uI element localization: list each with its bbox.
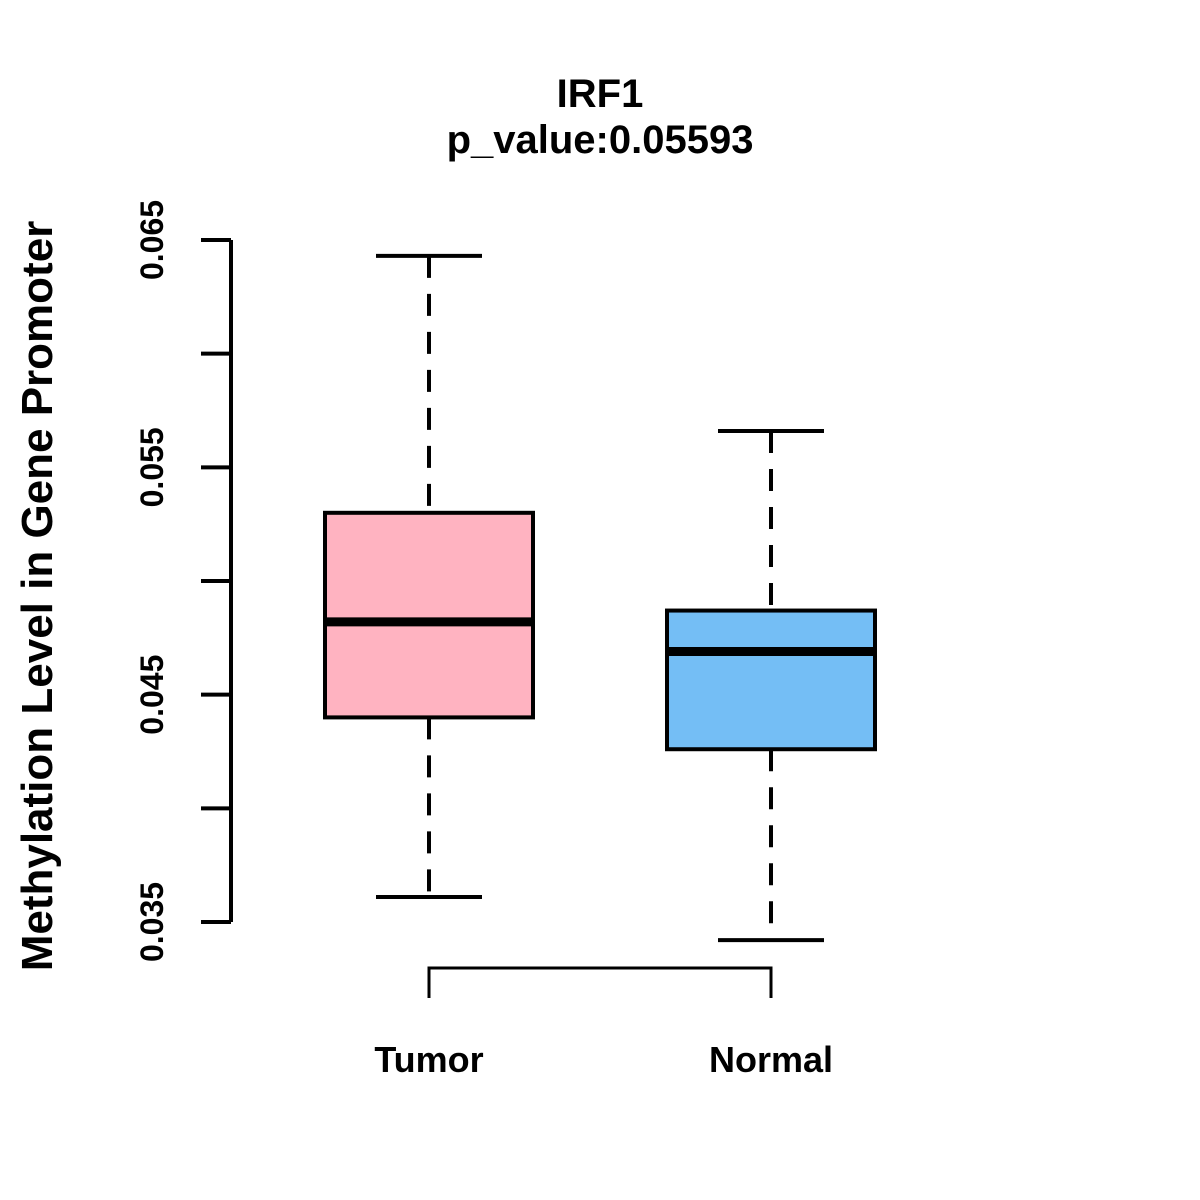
normal-group-label: Normal	[709, 1039, 833, 1080]
normal-box	[665, 608, 877, 752]
chart-subtitle: p_value:0.05593	[447, 118, 754, 162]
x-axis-bracket-layer	[427, 966, 773, 998]
tumor-box	[323, 510, 535, 720]
y-tick-label: 0.045	[134, 655, 170, 735]
y-axis: 0.035 0.045 0.055 0.065	[134, 200, 233, 962]
y-axis-label: Methylation Level in Gene Promoter	[13, 221, 62, 972]
y-tick-label: 0.035	[134, 882, 170, 962]
chart-title: IRF1	[557, 72, 644, 116]
y-tick-label: 0.055	[134, 427, 170, 507]
tumor-group-label: Tumor	[374, 1039, 483, 1080]
x-axis-bracket	[427, 966, 773, 998]
y-tick-label: 0.065	[134, 200, 170, 280]
boxplot-series: Tumor Normal	[323, 253, 877, 1080]
